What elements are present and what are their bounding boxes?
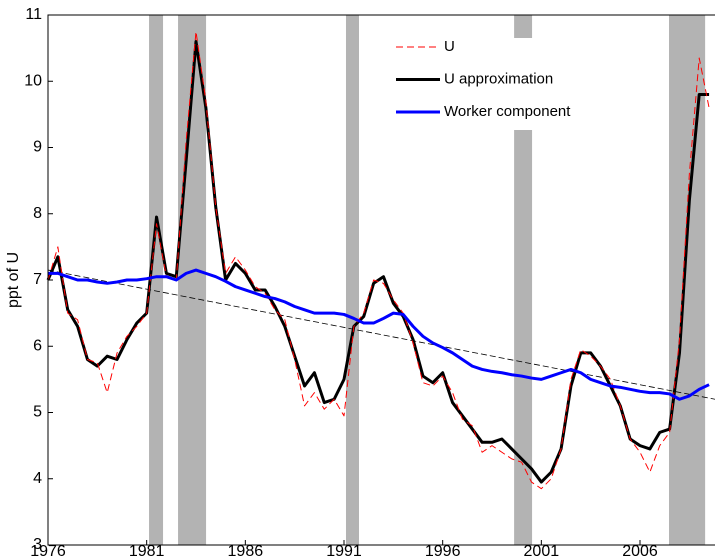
y-tick-label: 5	[33, 404, 42, 421]
shaded-period	[149, 15, 164, 545]
x-tick-label: 2001	[524, 543, 560, 559]
y-axis-label: ppt of U	[5, 252, 22, 308]
x-tick-label: 1981	[129, 543, 165, 559]
legend: U U approximation Worker component	[388, 38, 666, 130]
series-line	[46, 40, 710, 484]
legend-label: U approximation	[444, 70, 553, 87]
x-tick-label: 1986	[228, 543, 264, 559]
series-line	[47, 31, 710, 490]
x-tick-label: 1976	[30, 543, 66, 559]
series-line	[48, 268, 710, 401]
y-tick-label: 3	[33, 536, 42, 553]
y-tick-label: 6	[33, 337, 42, 354]
x-tick-label: 1996	[425, 543, 461, 559]
y-tick-label: 4	[33, 470, 42, 487]
legend-box	[388, 38, 666, 130]
y-tick-label: 10	[24, 72, 42, 89]
x-tick-label: 2006	[622, 543, 658, 559]
y-tick-label: 7	[33, 271, 42, 288]
x-tick-label: 1991	[326, 543, 362, 559]
legend-label: U	[444, 38, 455, 55]
trend-line	[47, 269, 715, 400]
legend-label: Worker component	[444, 103, 571, 120]
shaded-period	[345, 15, 360, 545]
y-tick-label: 9	[33, 139, 42, 156]
shaded-period	[514, 15, 533, 545]
y-tick-label: 8	[33, 205, 42, 222]
y-tick-label: 11	[25, 6, 42, 23]
